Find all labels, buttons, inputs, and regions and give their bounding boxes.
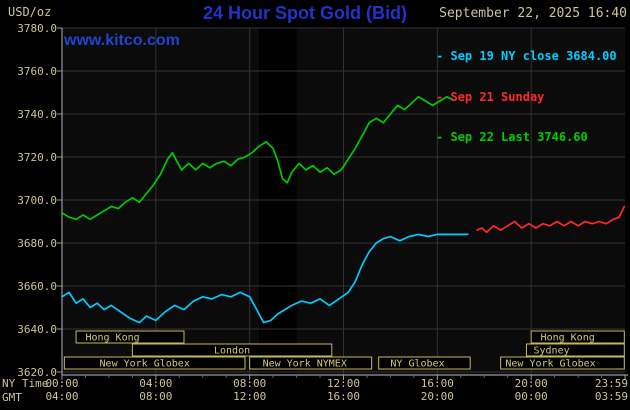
x-tick-label-gmt: 08:00: [139, 390, 172, 403]
y-tick-label: 3700.0: [17, 194, 57, 207]
x-tick-label-ny: 04:00: [139, 377, 172, 390]
price-line-sep-21-sunday: [476, 205, 626, 234]
x-tick-label-ny: 08:00: [233, 377, 266, 390]
legend-label: Sep 21 Sunday: [450, 89, 545, 104]
chart-datetime: September 22, 2025 16:40: [439, 6, 627, 21]
x-tick-label-ny: 20:00: [515, 377, 548, 390]
session-label: London: [214, 346, 250, 357]
price-line-sep-22-last: [61, 95, 454, 221]
legend-label: Sep 19 NY close 3684.00: [450, 49, 617, 63]
y-tick-label: 3780.0: [17, 22, 57, 35]
x-tick-label-ny: 16:00: [421, 377, 454, 390]
session-label: New York NYMEX: [263, 359, 347, 370]
session-label: Hong Kong: [85, 333, 139, 344]
price-line-sep-19-ny-close: [61, 233, 469, 324]
chart-title: 24 Hour Spot Gold (Bid): [203, 3, 407, 23]
session-box-london: [131, 343, 333, 357]
y-tick-label: 3640.0: [17, 323, 57, 336]
x-tick-label-gmt: 20:00: [421, 390, 454, 403]
x-tick-label-gmt: 04:00: [45, 390, 78, 403]
legend-label: Sep 22 Last 3746.60: [450, 130, 588, 144]
x-tick-label-ny: 00:00: [45, 377, 78, 390]
kitco-watermark-link[interactable]: www.kitco.com: [64, 32, 180, 49]
legend-item-last: - Sep 22 Last 3746.60: [436, 130, 617, 145]
x-tick-label-ny: 12:00: [327, 377, 360, 390]
y-tick-label: 3720.0: [17, 151, 57, 164]
legend-marker-red: -: [436, 89, 444, 104]
legend-marker-green: -: [436, 130, 444, 144]
session-box-new-york-globex: [63, 356, 246, 370]
session-box-new-york-globex: [500, 356, 625, 370]
y-tick-label: 3680.0: [17, 237, 57, 250]
y-tick-label: 3740.0: [17, 108, 57, 121]
session-label: Hong Kong: [541, 333, 595, 344]
legend-marker-cyan: -: [436, 49, 444, 63]
session-box-hong-kong: [75, 330, 185, 344]
x-tick-label-ny: 23:59: [595, 377, 628, 390]
ny-time-axis-label: NY Time: [2, 377, 49, 390]
session-label: New York Globex: [100, 359, 190, 370]
session-label: NY Globex: [390, 359, 444, 370]
legend-item-ny-close: - Sep 19 NY close 3684.00: [436, 49, 617, 64]
session-label: Sydney: [534, 346, 570, 357]
y-tick-label: 3660.0: [17, 280, 57, 293]
session-box-sydney: [525, 343, 625, 357]
session-label: New York Globex: [505, 359, 595, 370]
session-box-new-york-nymex: [249, 356, 373, 370]
x-tick-label-gmt: 12:00: [233, 390, 266, 403]
x-tick-label-gmt: 00:00: [515, 390, 548, 403]
session-box-ny-globex: [378, 356, 471, 370]
y-axis-units-label: USD/oz: [8, 5, 52, 19]
x-tick-label-gmt: 16:00: [327, 390, 360, 403]
legend-item-sunday: - Sep 21 Sunday: [436, 89, 617, 105]
session-box-hong-kong: [530, 330, 625, 344]
session-shade-band: [259, 28, 297, 375]
y-tick-label: 3620.0: [17, 366, 57, 379]
gmt-axis-label: GMT: [2, 391, 22, 404]
x-tick-label-gmt: 03:59: [595, 390, 628, 403]
chart-legend: - Sep 19 NY close 3684.00 - Sep 21 Sunda…: [436, 23, 617, 172]
y-tick-label: 3760.0: [17, 65, 57, 78]
